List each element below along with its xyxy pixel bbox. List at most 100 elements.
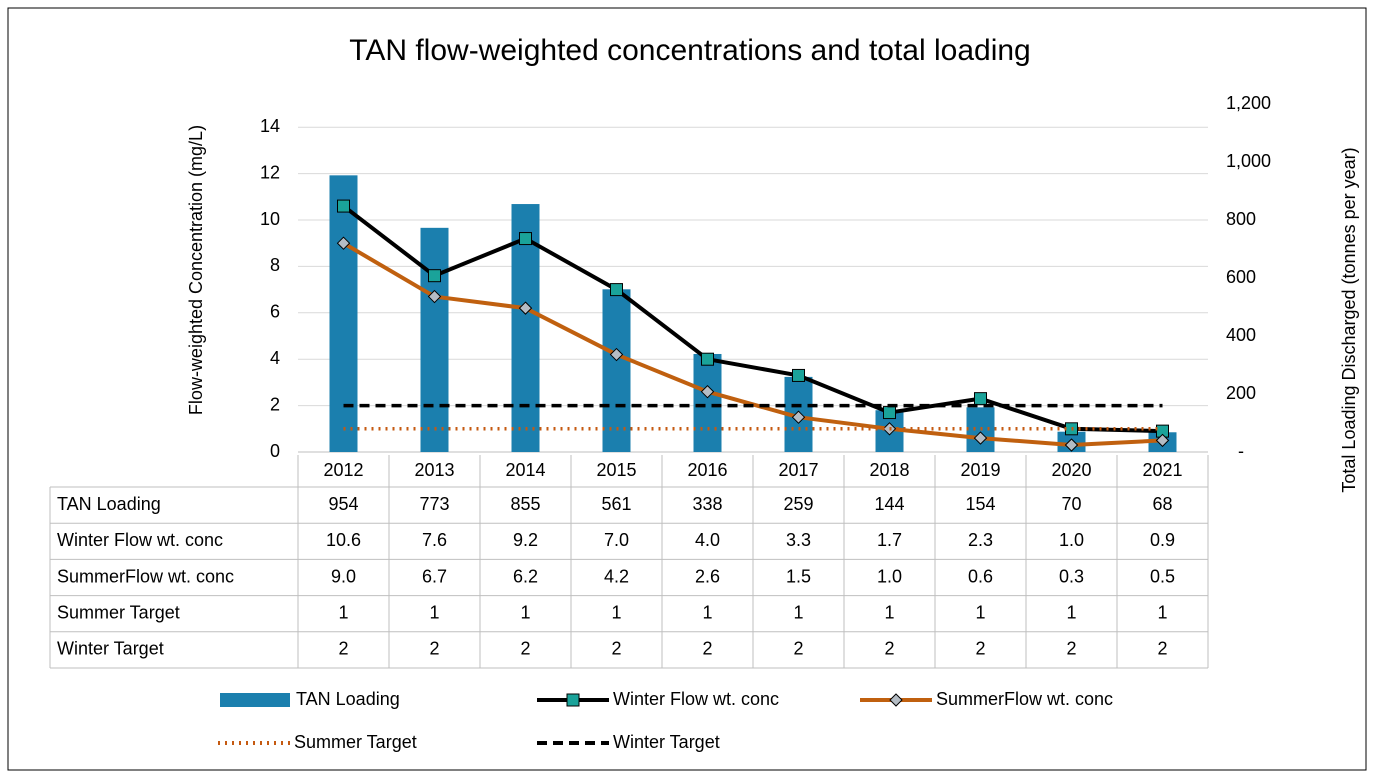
y2-tick-label: 600 — [1226, 267, 1256, 287]
legend-label: SummerFlow wt. conc — [936, 689, 1113, 709]
x-tick-label: 2014 — [505, 460, 545, 480]
marker — [700, 384, 715, 399]
table-cell: 1.0 — [1059, 530, 1084, 550]
table-row-label: SummerFlow wt. conc — [57, 566, 234, 586]
table-cell: 954 — [328, 494, 358, 514]
table-cell: 10.6 — [326, 530, 361, 550]
table-cell: 2 — [702, 639, 712, 659]
table-cell: 0.5 — [1150, 566, 1175, 586]
table-cell: 2 — [1157, 639, 1167, 659]
table-cell: 7.6 — [422, 530, 447, 550]
table-cell: 2.6 — [695, 566, 720, 586]
table-cell: 6.2 — [513, 566, 538, 586]
x-tick-label: 2016 — [687, 460, 727, 480]
table-row-label: Summer Target — [57, 602, 180, 622]
table-cell: 0.3 — [1059, 566, 1084, 586]
marker — [792, 368, 805, 382]
marker — [973, 431, 988, 445]
marker — [518, 301, 533, 315]
x-tick-label: 2020 — [1051, 460, 1091, 480]
table-cell: 0.9 — [1150, 530, 1175, 550]
marker — [883, 406, 896, 420]
table-cell: 68 — [1152, 494, 1172, 514]
table-row-label: TAN Loading — [57, 494, 161, 514]
x-tick-label: 2021 — [1142, 460, 1182, 480]
table-cell: 1 — [338, 602, 348, 622]
y2-tick-label: - — [1238, 441, 1244, 461]
y2-tick-label: 200 — [1226, 383, 1256, 403]
table-cell: 1 — [702, 602, 712, 622]
table-cell: 1.7 — [877, 530, 902, 550]
bar — [329, 175, 358, 452]
table-cell: 1 — [793, 602, 803, 622]
y-tick-label: 2 — [270, 394, 280, 414]
table-cell: 1 — [1157, 602, 1167, 622]
table-cell: 2 — [611, 639, 621, 659]
table-cell: 1 — [429, 602, 439, 622]
table-cell: 855 — [510, 494, 540, 514]
table-cell: 154 — [965, 494, 995, 514]
y-axis-title: Flow-weighted Concentration (mg/L) — [186, 125, 206, 415]
table-cell: 2 — [1066, 639, 1076, 659]
legend-label: Summer Target — [294, 732, 417, 752]
marker — [974, 392, 987, 406]
y-tick-label: 14 — [260, 116, 280, 136]
table-cell: 70 — [1061, 494, 1081, 514]
table-cell: 561 — [601, 494, 631, 514]
table-cell: 9.0 — [331, 566, 356, 586]
table-cell: 3.3 — [786, 530, 811, 550]
y-tick-label: 10 — [260, 209, 280, 229]
x-tick-label: 2015 — [596, 460, 636, 480]
table-cell: 1.0 — [877, 566, 902, 586]
legend-marker — [889, 693, 903, 707]
table-cell: 4.2 — [604, 566, 629, 586]
table-cell: 0.6 — [968, 566, 993, 586]
bar — [420, 227, 449, 452]
table-cell: 338 — [692, 494, 722, 514]
marker — [427, 289, 442, 304]
table-cell: 259 — [783, 494, 813, 514]
table-cell: 1 — [611, 602, 621, 622]
marker — [337, 199, 350, 213]
table-row-label: Winter Target — [57, 639, 164, 659]
y-tick-label: 8 — [270, 255, 280, 275]
legend-swatch — [220, 693, 290, 707]
table-cell: 1 — [1066, 602, 1076, 622]
table-cell: 2 — [884, 639, 894, 659]
marker — [336, 236, 351, 250]
table-cell: 1 — [975, 602, 985, 622]
line — [342, 204, 1163, 434]
y2-axis-title: Total Loading Discharged (tonnes per yea… — [1339, 147, 1359, 492]
x-tick-label: 2013 — [414, 460, 454, 480]
table-cell: 2 — [338, 639, 348, 659]
table-cell: 4.0 — [695, 530, 720, 550]
legend-label: Winter Target — [613, 732, 720, 752]
table-cell: 6.7 — [422, 566, 447, 586]
table-cell: 9.2 — [513, 530, 538, 550]
y2-tick-label: 400 — [1226, 325, 1256, 345]
x-tick-label: 2019 — [960, 460, 1000, 480]
table-row-label: Winter Flow wt. conc — [57, 530, 223, 550]
table-cell: 2 — [520, 639, 530, 659]
table-cell: 773 — [419, 494, 449, 514]
chart-border — [7, 7, 1367, 771]
legend-label: Winter Flow wt. conc — [613, 689, 779, 709]
x-tick-label: 2018 — [869, 460, 909, 480]
y2-tick-label: 1,000 — [1226, 151, 1271, 171]
y-tick-label: 4 — [270, 348, 280, 368]
table-cell: 2 — [429, 639, 439, 659]
table-cell: 144 — [874, 494, 904, 514]
x-tick-label: 2012 — [323, 460, 363, 480]
bar — [602, 289, 631, 452]
marker — [609, 347, 624, 362]
table-cell: 1.5 — [786, 566, 811, 586]
y2-tick-label: 800 — [1226, 209, 1256, 229]
bar — [693, 353, 722, 452]
marker — [610, 283, 623, 297]
table-cell: 2 — [975, 639, 985, 659]
table-cell: 1 — [520, 602, 530, 622]
table-cell: 2.3 — [968, 530, 993, 550]
table-cell: 7.0 — [604, 530, 629, 550]
legend-marker — [566, 693, 580, 707]
